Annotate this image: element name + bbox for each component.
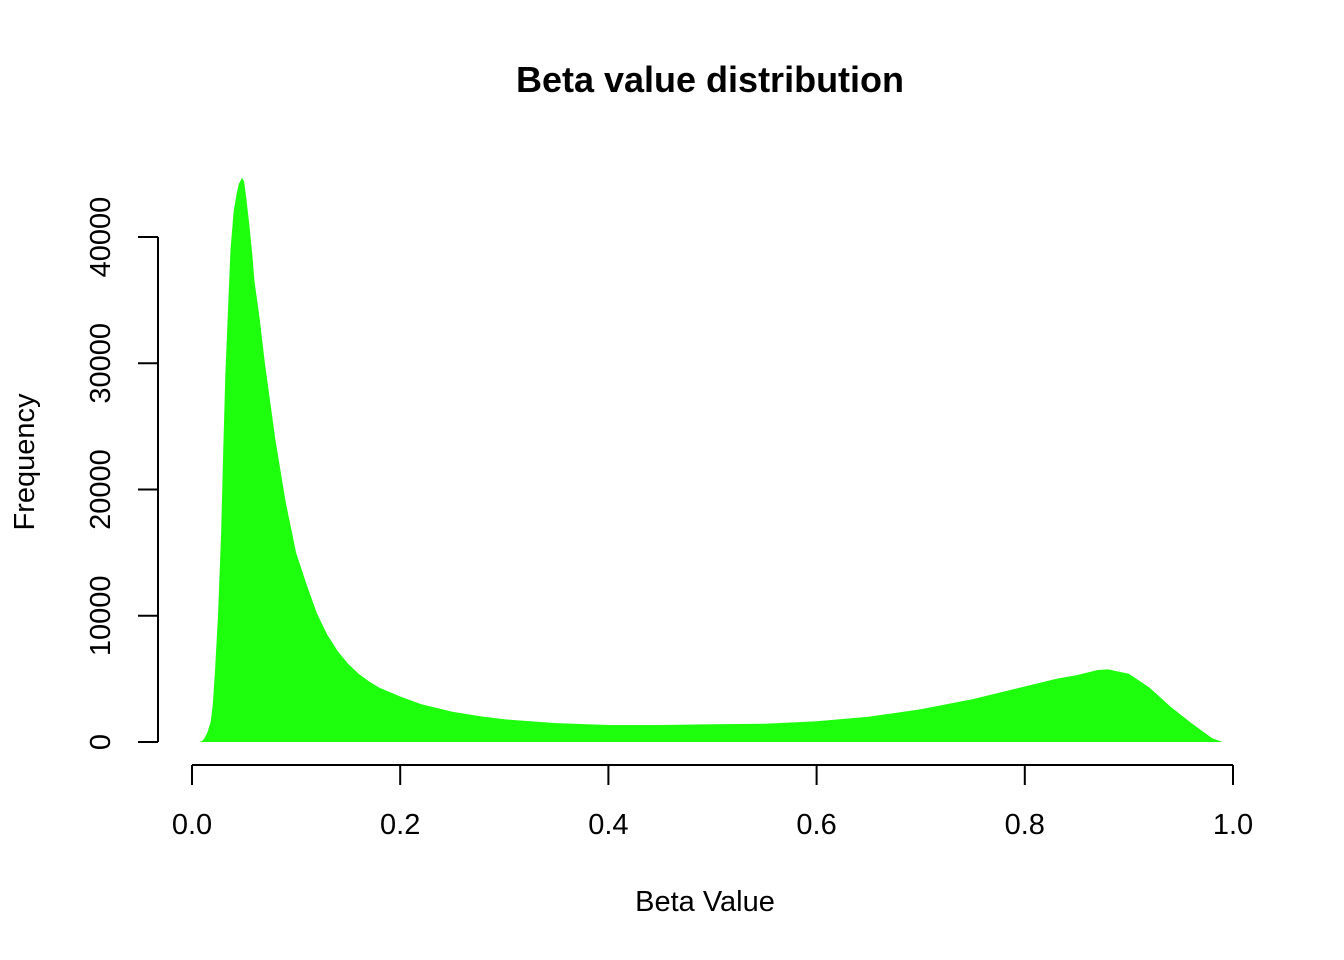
y-tick-label: 40000	[85, 197, 117, 278]
x-tick-label: 0.4	[588, 809, 628, 841]
x-tick-label: 0.8	[1005, 809, 1045, 841]
x-axis-ticks: 0.0 0.2 0.4 0.6 0.8 1.0	[172, 765, 1253, 841]
chart-title: Beta value distribution	[516, 59, 904, 100]
distribution-area	[199, 177, 1223, 742]
x-axis-label: Beta Value	[635, 886, 775, 918]
x-tick-label: 0.6	[796, 809, 836, 841]
y-tick-label: 30000	[85, 323, 117, 404]
y-tick-label: 10000	[85, 575, 117, 656]
x-tick-label: 0.0	[172, 809, 212, 841]
y-tick-label: 0	[85, 734, 117, 750]
y-axis-label: Frequency	[9, 393, 41, 531]
x-tick-label: 1.0	[1213, 809, 1253, 841]
y-axis-ticks: 0 10000 20000 30000 40000	[85, 197, 158, 750]
x-tick-label: 0.2	[380, 809, 420, 841]
y-tick-label: 20000	[85, 449, 117, 530]
